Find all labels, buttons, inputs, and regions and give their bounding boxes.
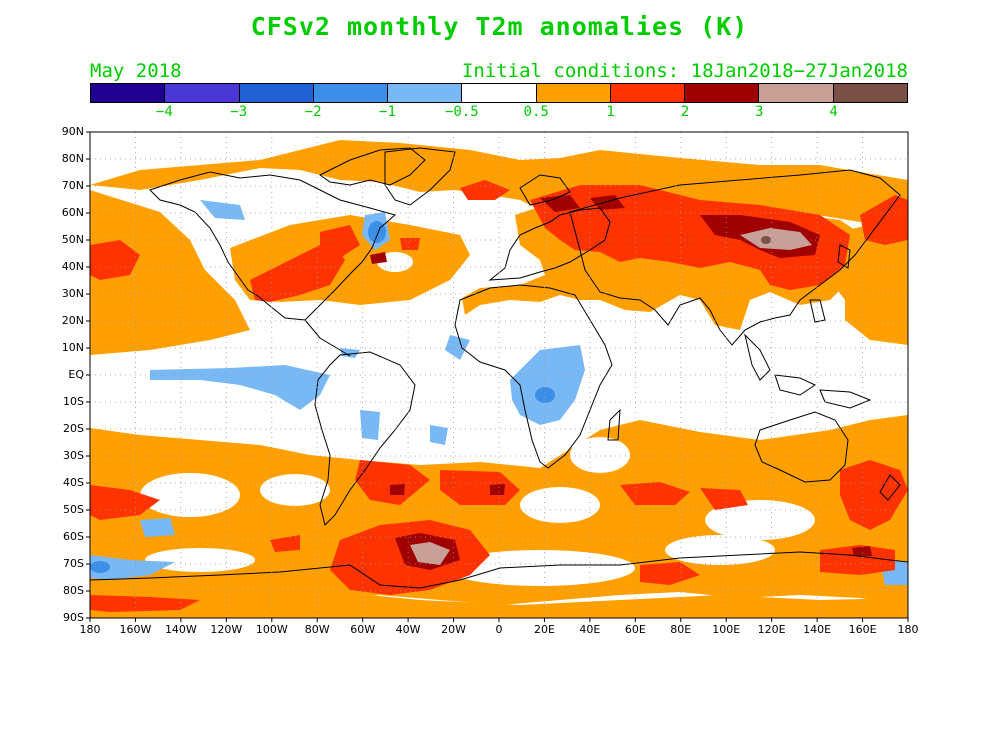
latitude-label: 20N (61, 314, 84, 327)
longitude-label: 160W (119, 623, 152, 636)
longitude-label: 80W (304, 623, 330, 636)
colorbar-tick-label: 4 (829, 104, 838, 120)
latitude-label: 70N (61, 179, 84, 192)
longitude-label: 80E (670, 623, 692, 636)
longitude-label: 60E (624, 623, 646, 636)
colorbar-box (833, 84, 907, 102)
longitude-label: 20W (441, 623, 466, 636)
latitude-label: 50N (61, 233, 84, 246)
coastlines (90, 147, 908, 589)
colorbar-box (388, 84, 463, 102)
colorbar-box (239, 84, 314, 102)
colorbar-box (759, 84, 834, 102)
graticule (90, 132, 908, 618)
latitude-label: 90N (61, 125, 84, 138)
colorbar-tick-label: 3 (755, 104, 764, 120)
colorbar-tick-label: −3 (230, 104, 248, 120)
latitude-label: 10S (63, 395, 84, 408)
longitude-label: 100W (255, 623, 288, 636)
latitude-label: 10N (61, 341, 84, 354)
anomaly-minus1-to-minus0p5 (90, 200, 908, 585)
latitude-label: 40N (61, 260, 84, 273)
latitude-label: 30S (63, 449, 84, 462)
anomaly-3-to-4 (410, 228, 812, 565)
colorbar-tick-label: −4 (155, 104, 173, 120)
latitude-label: 40S (63, 476, 84, 489)
colorbar-tick-label: 2 (680, 104, 690, 120)
colorbar-box (165, 84, 240, 102)
initial-conditions-label: Initial conditions: 18Jan2018−27Jan2018 (461, 60, 908, 82)
colorbar-box (313, 84, 389, 102)
latitude-label: 80S (63, 584, 84, 597)
longitude-label: 180 (897, 623, 919, 636)
longitude-label: 140W (164, 623, 197, 636)
colorbar-box (610, 84, 686, 102)
longitude-label: 120W (210, 623, 243, 636)
longitude-label: 100E (712, 623, 741, 636)
colorbar (90, 83, 908, 103)
anomaly-neutral-holes (140, 242, 815, 586)
latitude-label: 60N (61, 206, 84, 219)
longitude-label: 40W (395, 623, 421, 636)
colorbar-tick-label: −2 (304, 104, 322, 120)
longitude-label: 160E (848, 623, 877, 636)
longitude-label: 20E (533, 623, 555, 636)
longitude-label: 40E (579, 623, 601, 636)
colorbar-box (536, 84, 611, 102)
latitude-label: 70S (63, 557, 84, 570)
colorbar-tick-label: 1 (606, 104, 615, 120)
latitude-label: 60S (63, 530, 84, 543)
colorbar-box (91, 84, 166, 102)
latitude-label: 30N (61, 287, 84, 300)
colorbar-tick-label: −0.5 (444, 104, 479, 120)
longitude-label: 140E (803, 623, 832, 636)
colorbar-box (685, 84, 760, 102)
valid-month-label: May 2018 (90, 60, 182, 82)
latitude-label: 80N (61, 152, 84, 165)
latitude-label: 90S (63, 611, 84, 624)
latitude-label: EQ (68, 368, 84, 381)
map-title: CFSv2 monthly T2m anomalies (K) (250, 12, 749, 41)
colorbar-tick-label: −1 (379, 104, 396, 120)
longitude-label: 120E (757, 623, 786, 636)
axis-ticks (86, 131, 909, 622)
colorbar-box (462, 84, 537, 102)
latitude-label: 20S (63, 422, 84, 435)
longitude-label: 0 (495, 623, 503, 636)
longitude-label: 180 (79, 623, 101, 636)
colorbar-tick-label: 0.5 (523, 104, 549, 120)
latitude-label: 50S (63, 503, 84, 516)
longitude-label: 60W (350, 623, 376, 636)
